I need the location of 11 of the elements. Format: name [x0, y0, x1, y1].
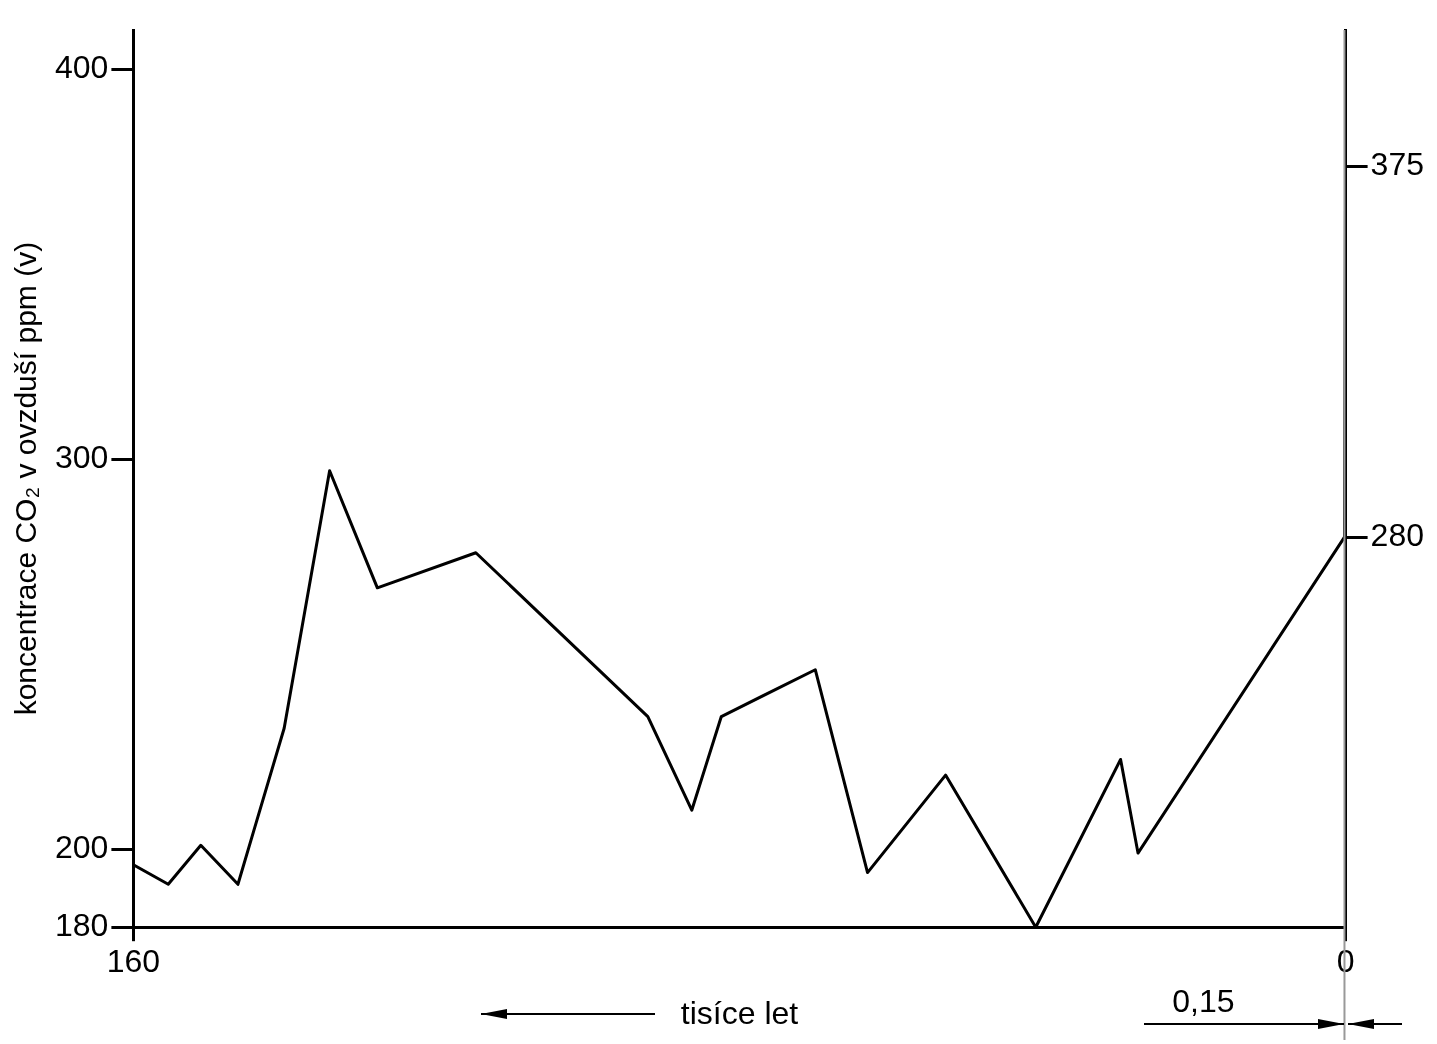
- y-axis-title: koncentrace CO₂ v ovzduší ppm (v): [9, 241, 43, 716]
- y2-tick-label: 375: [1370, 146, 1424, 183]
- y-tick-label: 300: [55, 438, 109, 475]
- y-tick-label: 400: [55, 48, 109, 85]
- x-tick-label: 160: [106, 943, 161, 980]
- x-tick-label: 0: [1336, 943, 1355, 980]
- y-tick-label: 200: [55, 829, 109, 866]
- x-axis-title: tisíce let: [680, 994, 799, 1031]
- ref-line-label: 0,15: [1172, 983, 1235, 1019]
- y-tick-label: 180: [55, 907, 109, 944]
- y2-tick-label: 280: [1370, 516, 1424, 553]
